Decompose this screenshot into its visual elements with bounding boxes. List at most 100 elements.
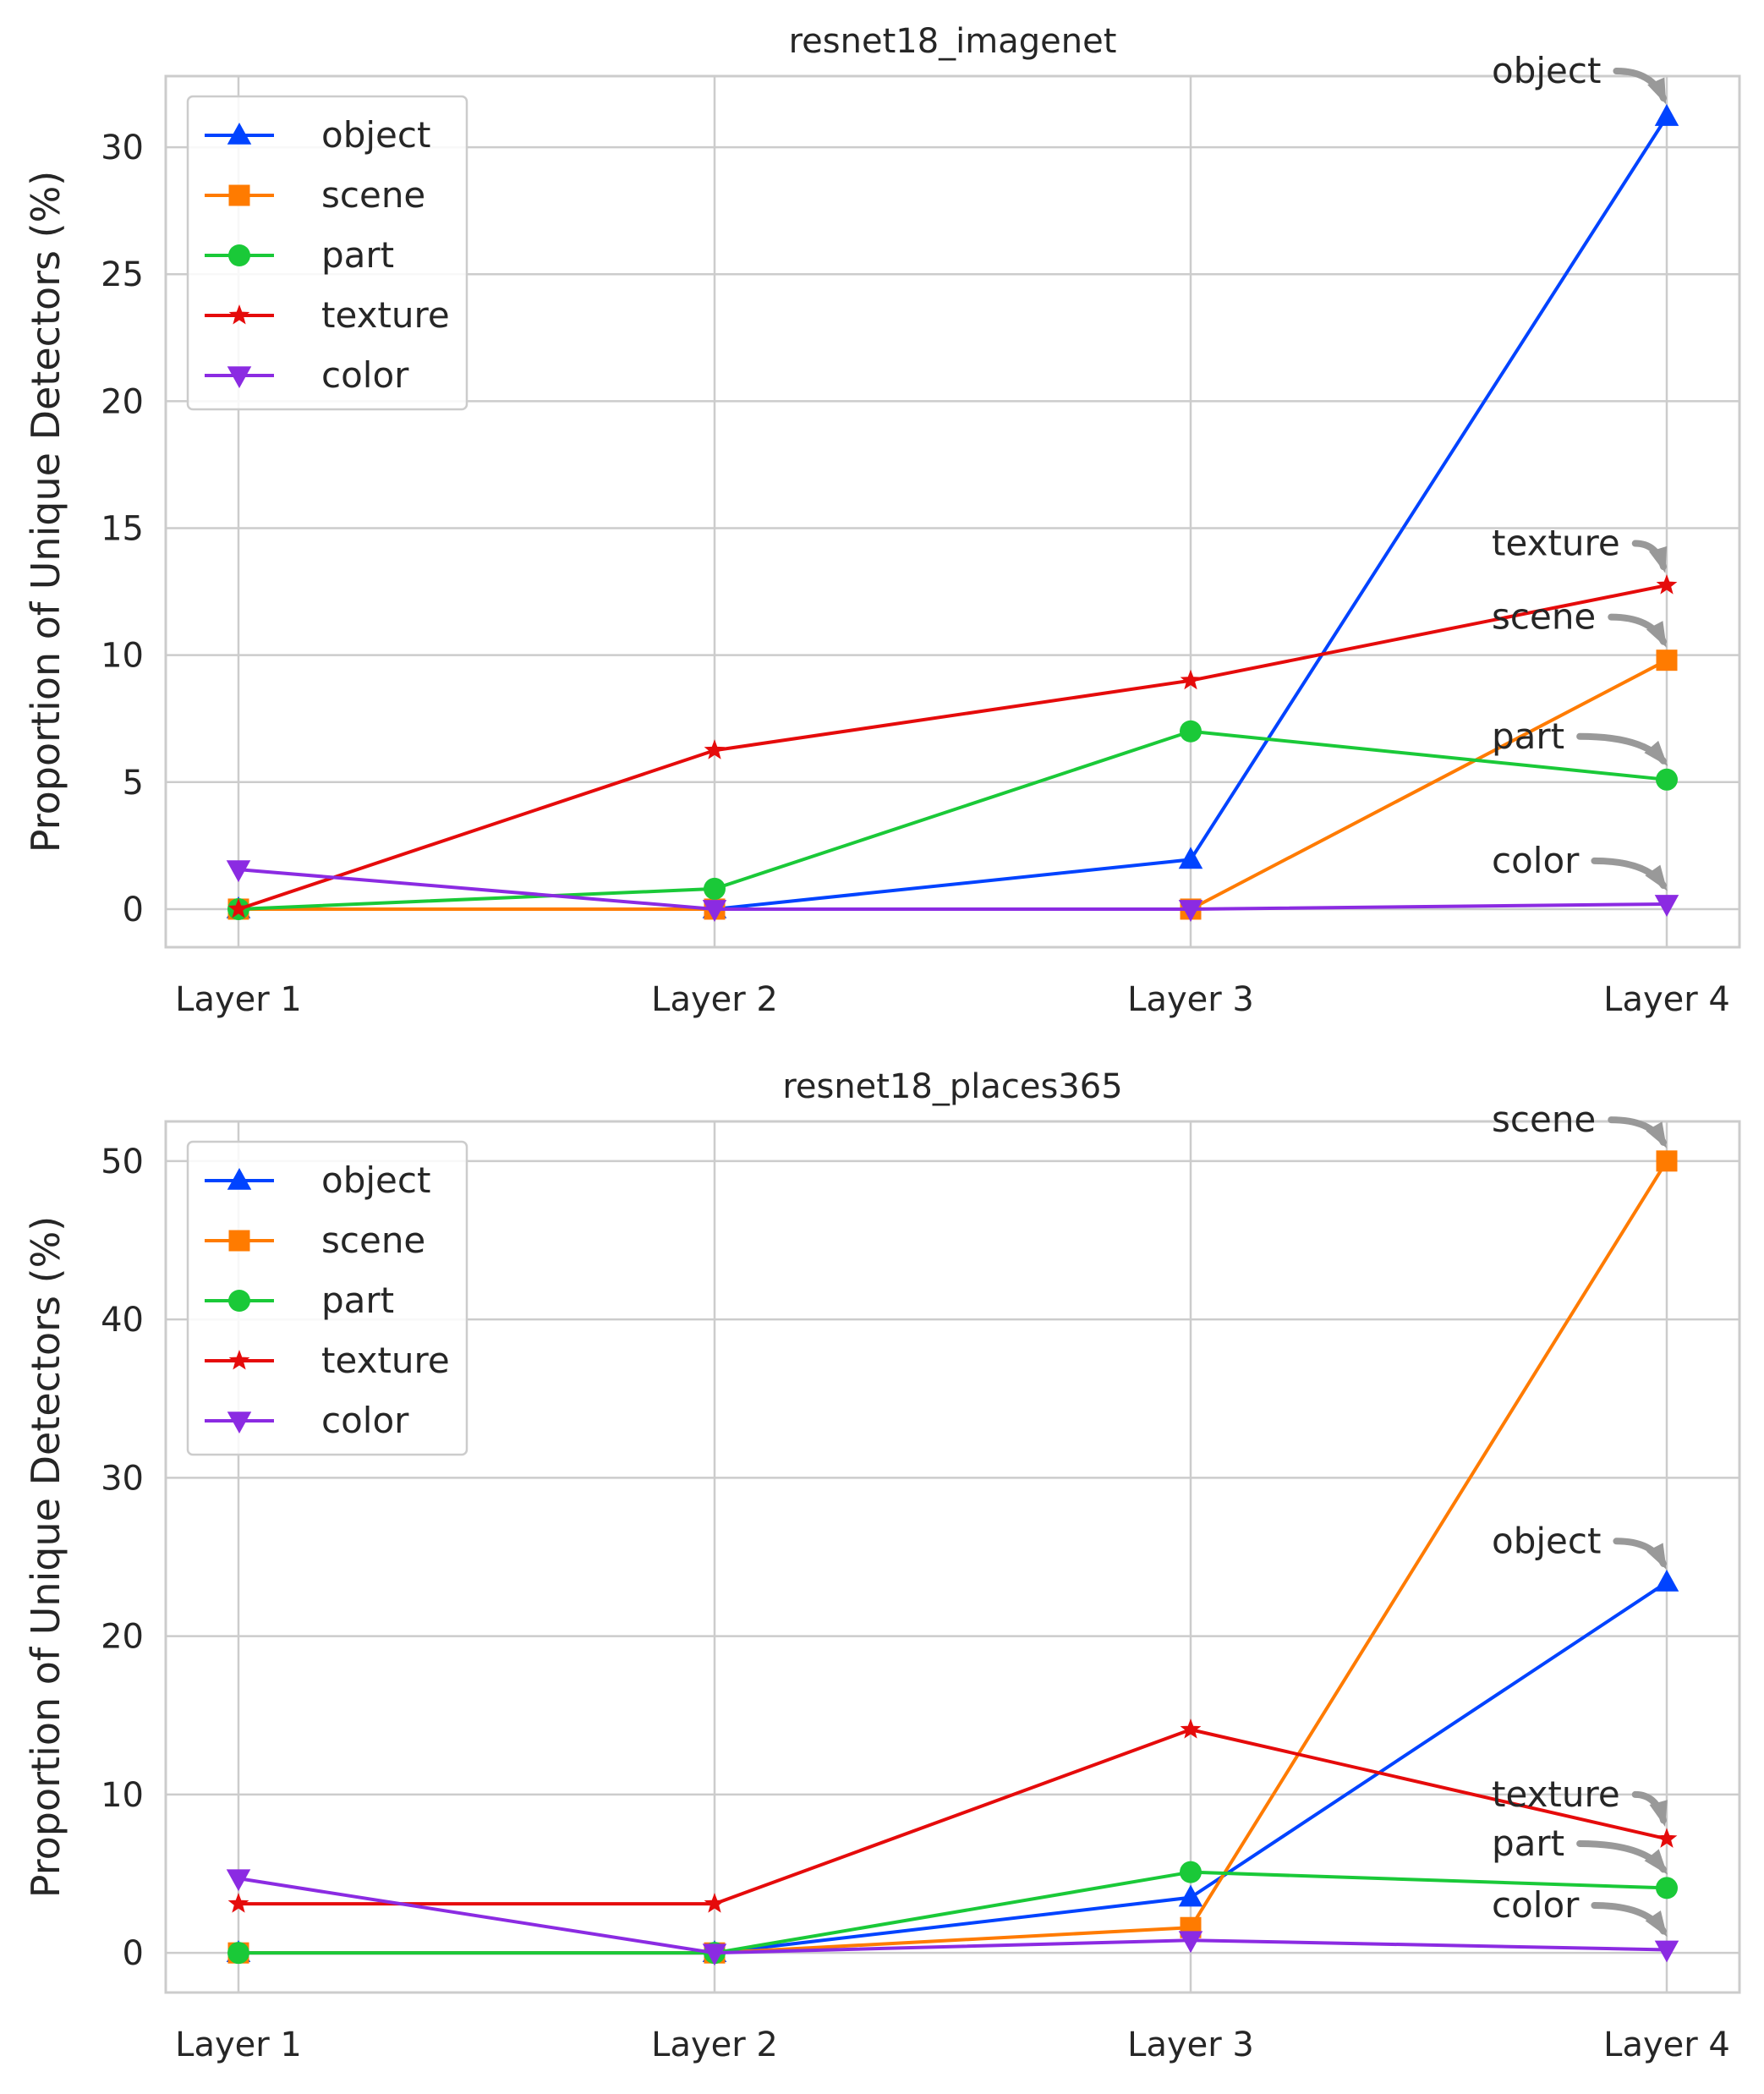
data-point-texture <box>1656 1828 1678 1848</box>
y-tick-label: 0 <box>123 1934 144 1973</box>
data-point-texture <box>1180 669 1202 690</box>
annotation-label-scene: scene <box>1492 1099 1596 1140</box>
data-point-color <box>702 900 727 922</box>
y-tick-label: 10 <box>101 637 144 676</box>
annotation-label-texture: texture <box>1492 523 1620 564</box>
data-point-texture <box>1656 574 1678 595</box>
series-line-color <box>238 868 1668 911</box>
legend-box <box>186 1140 468 1456</box>
legend-marker-object <box>227 1168 252 1190</box>
data-point-object <box>1654 1569 1679 1592</box>
y-tick-label: 15 <box>101 510 144 549</box>
y-axis-label: Proportion of Unique Detectors (%) <box>23 1216 68 1898</box>
data-point-color <box>1178 1931 1203 1954</box>
annotation-arrowhead <box>1644 740 1668 766</box>
legend-marker-color <box>227 366 252 388</box>
annotation-label-scene: scene <box>1492 596 1596 638</box>
series-line-part <box>238 1870 1668 1955</box>
legend-label-scene: scene <box>321 174 425 216</box>
legend-label-texture: texture <box>321 294 450 336</box>
data-point-part <box>1656 1877 1678 1899</box>
annotation-arrowhead <box>1645 864 1668 891</box>
chart-panel-1: resnet18_imagenet 0 5 10 15 20 25 30 Layer 1 Laye… <box>23 22 1741 1019</box>
data-point-color <box>702 1943 727 1966</box>
annotation-arrowhead <box>1646 1121 1668 1148</box>
data-point-scene <box>1656 650 1678 672</box>
data-point-object <box>1178 1884 1203 1907</box>
data-point-color <box>226 860 251 883</box>
x-tick-label: Layer 2 <box>651 980 778 1019</box>
data-point-color <box>1654 1940 1679 1963</box>
y-tick-label: 40 <box>101 1301 144 1340</box>
legend-label-part: part <box>321 234 394 276</box>
data-point-texture <box>704 739 726 759</box>
annotation-arrowhead <box>1649 1800 1668 1828</box>
annotation-arrowhead <box>1647 77 1667 105</box>
y-tick-label: 50 <box>101 1143 144 1181</box>
legend-marker-scene <box>228 1230 250 1252</box>
y-tick-label: 5 <box>123 764 144 803</box>
x-tick-label: Layer 1 <box>175 980 302 1019</box>
legend-label-color: color <box>321 1400 409 1441</box>
chart-title: resnet18_places365 <box>782 1067 1122 1106</box>
series-line-texture <box>238 1728 1668 1906</box>
legend-label-object: object <box>321 1159 430 1201</box>
series-line-object <box>238 1581 1668 1955</box>
y-tick-label: 20 <box>101 1618 144 1657</box>
annotation-label-object: object <box>1492 50 1601 91</box>
data-point-object <box>1654 104 1679 126</box>
legend-marker-part <box>228 244 250 266</box>
annotation-arrowhead <box>1645 1910 1668 1938</box>
data-point-object <box>1178 847 1203 869</box>
data-point-part <box>227 1942 249 1965</box>
annotation-label-part: part <box>1492 715 1564 757</box>
series-line-part <box>238 729 1668 911</box>
y-tick-label: 10 <box>101 1776 144 1815</box>
legend-label-color: color <box>321 354 409 396</box>
series-line-color <box>238 1877 1668 1955</box>
series-line-texture <box>238 584 1668 911</box>
plot-frame <box>164 74 1741 949</box>
annotation-arrowhead <box>1644 1849 1668 1875</box>
data-point-color <box>1178 900 1203 922</box>
legend-marker-scene <box>228 184 250 206</box>
x-tick-label: Layer 4 <box>1603 2025 1730 2064</box>
legend-label-texture: texture <box>321 1340 450 1381</box>
annotation-label-color: color <box>1492 1884 1580 1926</box>
data-point-part <box>704 877 726 900</box>
annotation-arrowhead <box>1649 545 1668 573</box>
annotation-arrowhead <box>1646 621 1667 648</box>
x-tick-label: Layer 3 <box>1127 2025 1254 2064</box>
legend-marker-color <box>227 1412 252 1433</box>
y-tick-label: 0 <box>123 891 144 929</box>
legend-label-part: part <box>321 1280 394 1321</box>
data-point-part <box>1180 1861 1202 1883</box>
legend-marker-object <box>227 123 252 145</box>
x-tick-label: Layer 2 <box>651 2025 778 2064</box>
data-point-color <box>1654 895 1679 917</box>
annotation-label-object: object <box>1492 1520 1601 1561</box>
legend-label-scene: scene <box>321 1220 425 1261</box>
legend-label-object: object <box>321 114 430 156</box>
data-point-texture <box>704 1893 726 1913</box>
data-point-part <box>1656 768 1678 791</box>
x-tick-label: Layer 1 <box>175 2025 302 2064</box>
data-point-color <box>226 1869 251 1892</box>
data-point-texture <box>227 897 249 918</box>
annotation-label-texture: texture <box>1492 1773 1620 1815</box>
chart-panel-2: resnet18_places365 0 10 20 30 40 50 Layer 1 Laye… <box>23 1067 1741 2064</box>
data-point-scene <box>1656 1150 1678 1172</box>
data-point-part <box>1180 720 1202 743</box>
y-tick-label: 20 <box>101 382 144 421</box>
legend-marker-texture <box>228 1350 250 1370</box>
data-point-texture <box>227 1893 249 1913</box>
series-line-scene <box>238 658 1668 911</box>
legend-marker-texture <box>228 304 250 325</box>
legend-box <box>186 95 468 411</box>
annotation-label-color: color <box>1492 840 1580 881</box>
x-tick-label: Layer 3 <box>1127 980 1254 1019</box>
y-tick-label: 30 <box>101 129 144 167</box>
y-tick-label: 30 <box>101 1459 144 1498</box>
